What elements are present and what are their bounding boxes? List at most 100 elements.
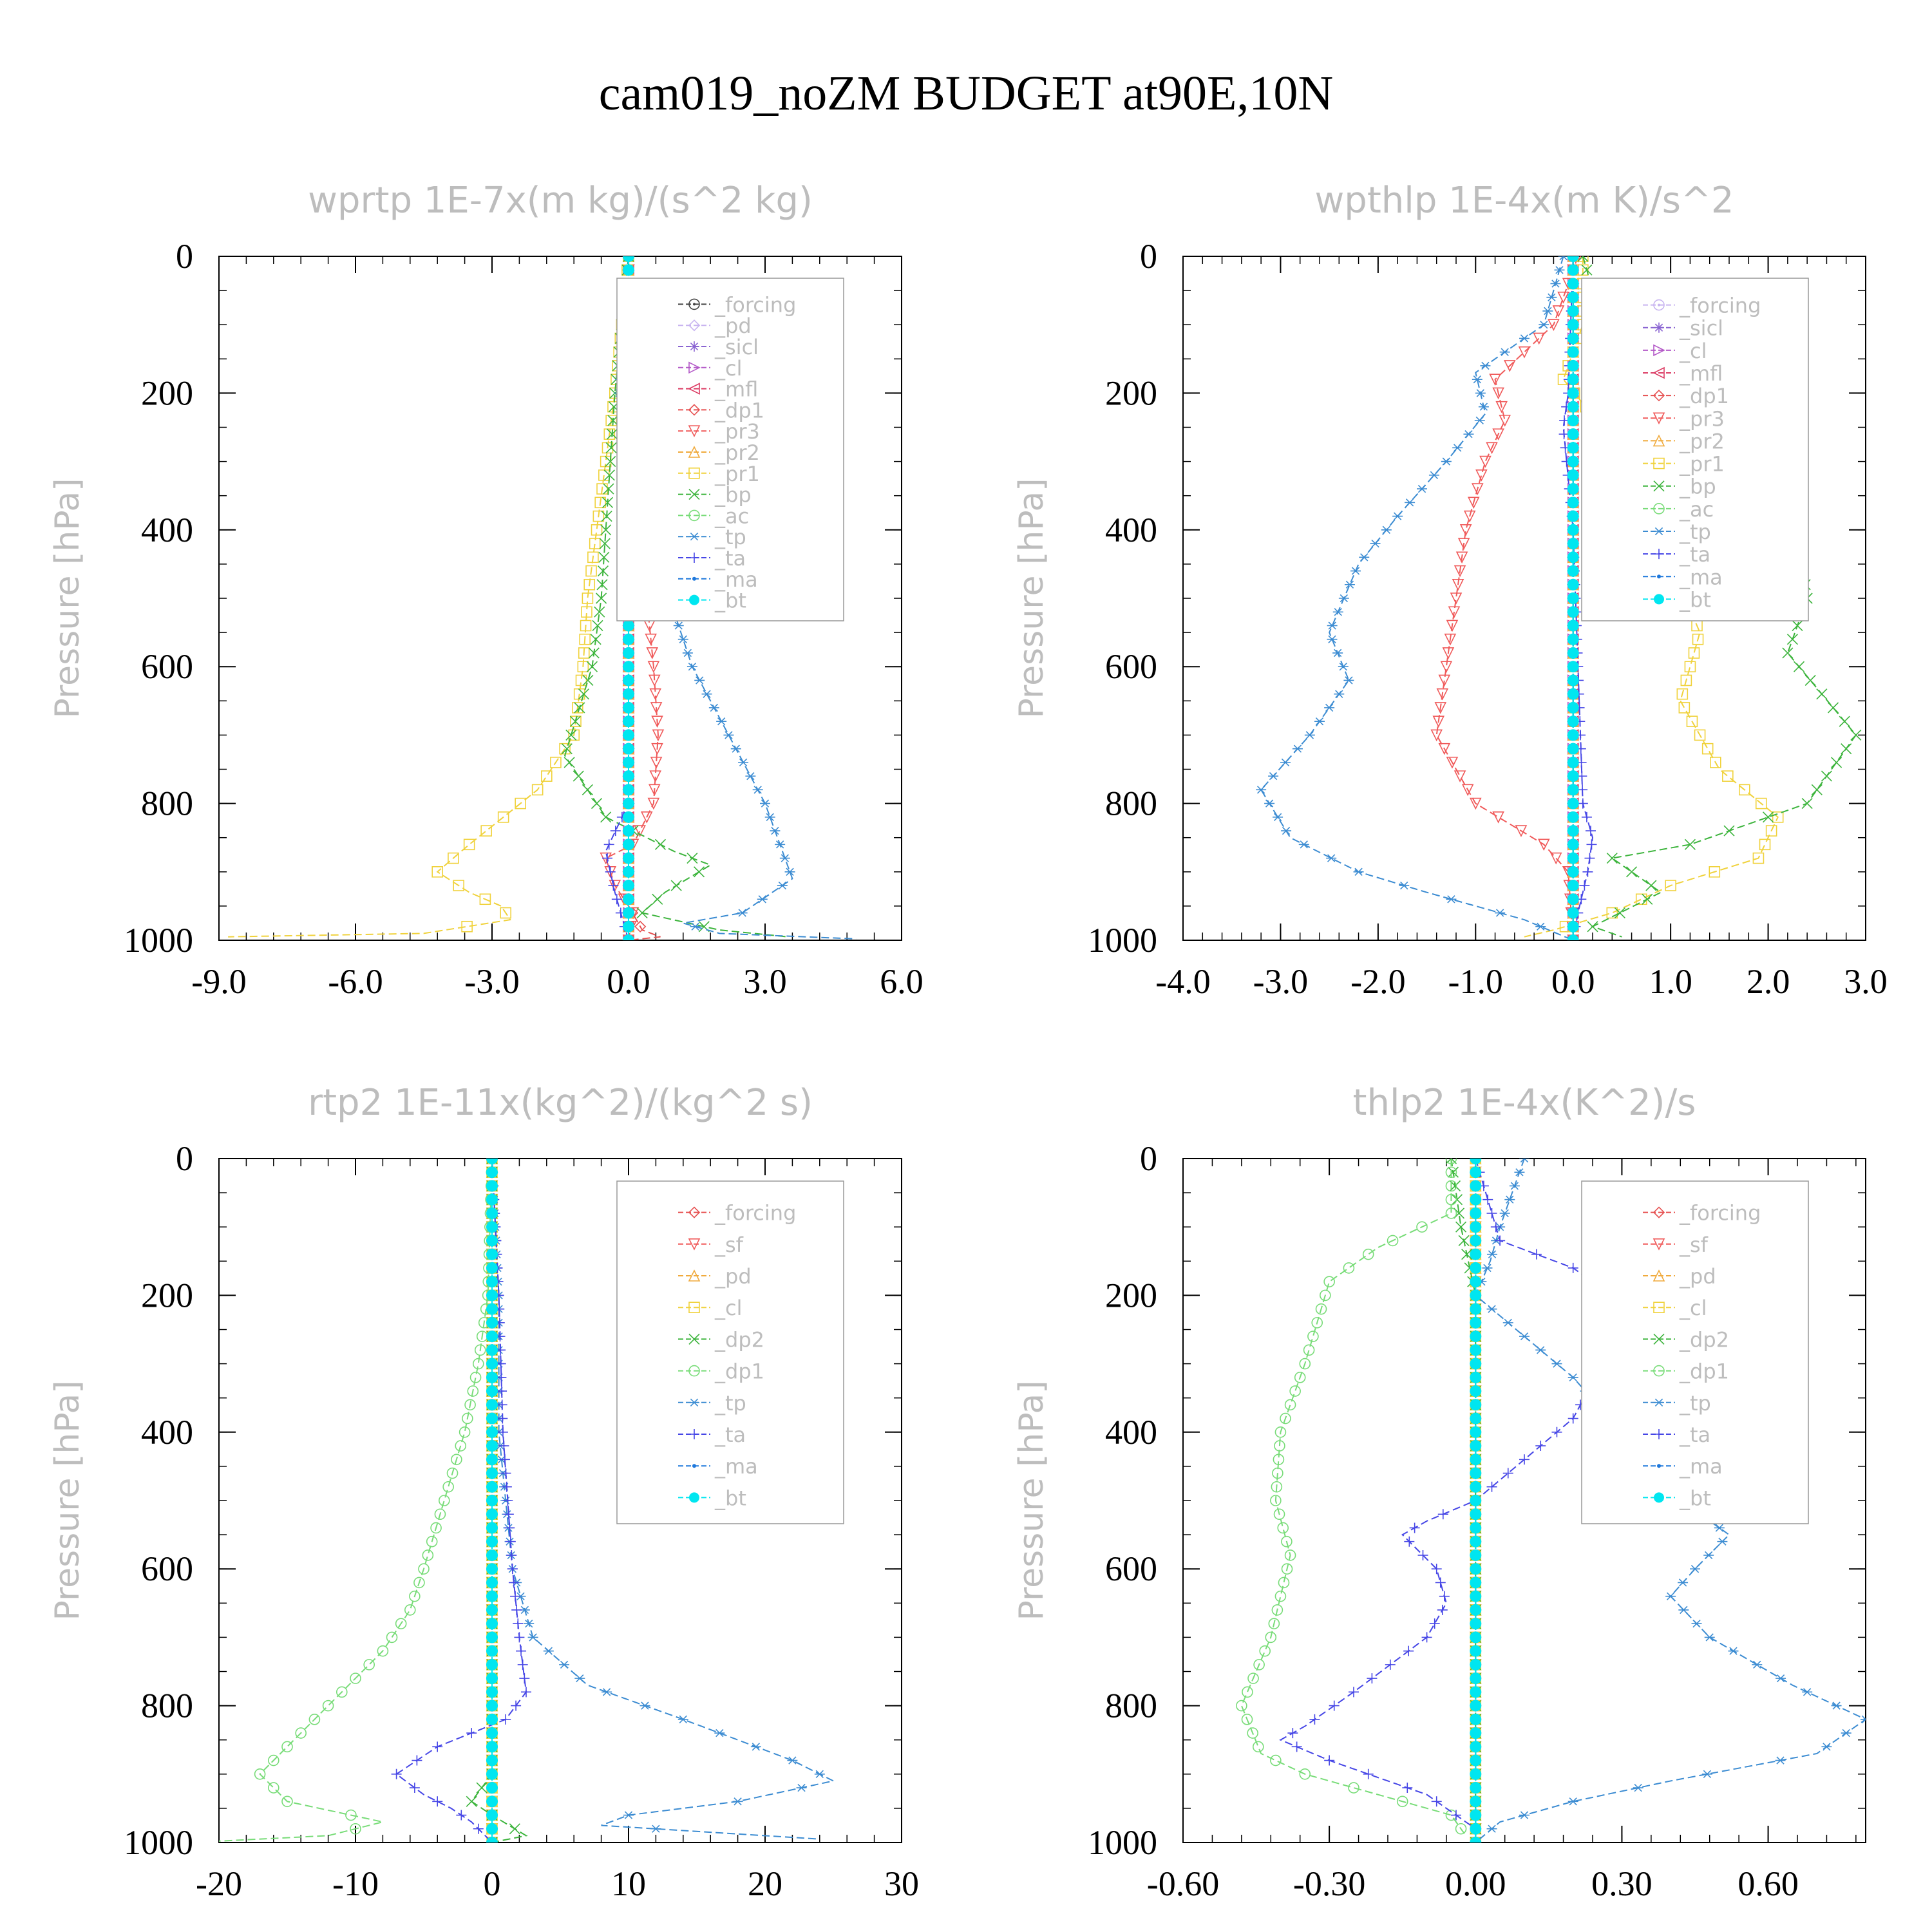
marker-asterisk [1776, 1674, 1786, 1683]
marker-plus [1654, 1429, 1664, 1439]
marker-plus [1385, 1659, 1396, 1670]
marker-tri-down [1495, 401, 1508, 413]
marker-circle [281, 1795, 293, 1808]
marker-filled-circle [1567, 592, 1579, 604]
marker-filled-circle [1470, 1604, 1482, 1616]
marker-plus [1309, 1714, 1320, 1725]
legend-label: _cl [1679, 339, 1707, 363]
marker-plus [1287, 1728, 1298, 1739]
marker-asterisk [687, 663, 697, 671]
marker-square [480, 825, 492, 837]
marker-x [1455, 1221, 1467, 1233]
marker-filled-circle [486, 1385, 498, 1397]
marker-plus [1531, 1249, 1542, 1260]
marker-circle [1445, 1193, 1457, 1206]
marker-x [606, 428, 618, 440]
marker-square [570, 715, 582, 727]
marker-filled-circle [486, 1440, 498, 1452]
marker-asterisk [1304, 731, 1315, 739]
marker-filled-circle [1567, 907, 1579, 919]
chart-panel-3: rtp2 1E-11x(kg^2)/(kg^2 s) Pressure [hPa]… [48, 1082, 919, 1903]
marker-square [1577, 256, 1589, 262]
marker-square [1710, 757, 1721, 768]
y-tick-label: 400 [141, 511, 193, 549]
marker-plus [1584, 853, 1595, 864]
marker-plus [1519, 1454, 1530, 1465]
marker-tri-down [648, 674, 661, 687]
marker-tri-down [1489, 374, 1501, 386]
marker-plus [1429, 1618, 1440, 1629]
marker-filled-circle [486, 1166, 498, 1179]
marker-filled-circle [1567, 920, 1579, 933]
legend-label: _pr1 [714, 462, 760, 486]
marker-x [603, 469, 615, 481]
marker-square [1684, 661, 1696, 672]
marker-asterisk [682, 649, 693, 658]
marker-circle [1416, 1221, 1428, 1233]
marker-circle [1445, 1159, 1457, 1164]
marker-x [596, 592, 607, 604]
marker-filled-circle [486, 1276, 498, 1288]
marker-circle [462, 1412, 473, 1425]
marker-plus [1581, 811, 1592, 822]
marker-plus [473, 1823, 484, 1834]
legend-label: _ma [1679, 565, 1723, 589]
marker-filled-circle [623, 784, 634, 796]
marker-asterisk [1546, 293, 1557, 301]
marker-asterisk [784, 867, 795, 876]
marker-circle [404, 1604, 416, 1616]
marker-filled-circle [1470, 1180, 1482, 1192]
marker-tri-down [1549, 852, 1562, 865]
marker-x [466, 1795, 477, 1807]
legend-box [616, 278, 844, 621]
marker-plus [432, 1741, 443, 1752]
marker-filled-circle [1567, 893, 1579, 905]
marker-x [603, 483, 614, 495]
marker-filled-circle [486, 1686, 498, 1698]
marker-circle [1315, 1303, 1327, 1315]
marker-filled-circle [1470, 1795, 1482, 1808]
marker-filled-circle [1470, 1768, 1482, 1780]
marker-tri-down [1459, 524, 1472, 536]
marker-tri-down [1552, 305, 1565, 317]
marker-filled-circle [1470, 1700, 1482, 1712]
marker-circle [1280, 1412, 1291, 1425]
marker-circle [472, 1358, 484, 1370]
marker-x [1642, 893, 1653, 905]
marker-x [569, 715, 581, 727]
legend: _forcing _sf _pd _cl _dp2 _dp1 _tp _ta _ma _bt [616, 1180, 844, 1524]
marker-asterisk [1691, 1619, 1702, 1628]
marker-x [1606, 852, 1618, 864]
marker-filled-circle [486, 1658, 498, 1671]
marker-plus [505, 1536, 516, 1547]
marker-filled-circle [1567, 387, 1579, 399]
marker-filled-circle [486, 1193, 498, 1206]
marker-asterisk [1474, 416, 1485, 425]
marker-circle [1303, 1344, 1315, 1356]
marker-circle [1272, 1467, 1283, 1479]
marker-circle [455, 1440, 467, 1452]
marker-asterisk [694, 676, 705, 685]
marker-circle [345, 1809, 357, 1821]
marker-asterisk [752, 786, 763, 794]
marker-filled-circle [1470, 1303, 1482, 1315]
marker-plus [499, 1454, 510, 1465]
y-tick-label: 1000 [124, 921, 193, 960]
x-tick-label: 20 [748, 1864, 782, 1903]
marker-plus [517, 1659, 528, 1670]
marker-plus [1451, 1810, 1461, 1821]
legend-label: _sicl [1679, 316, 1723, 341]
marker-asterisk [1264, 799, 1275, 808]
marker-asterisk [1486, 1824, 1497, 1833]
marker-filled-circle [1470, 1495, 1482, 1506]
marker-plus [1551, 1426, 1562, 1437]
marker-filled-circle [1567, 852, 1579, 864]
marker-square [1606, 907, 1618, 919]
marker-filled-circle [623, 701, 634, 714]
marker-circle [1320, 1289, 1331, 1302]
marker-filled-circle [486, 1180, 498, 1192]
marker-filled-circle [1654, 594, 1664, 605]
marker-x [599, 538, 611, 549]
marker-circle [1271, 1604, 1283, 1616]
marker-plus [519, 1673, 530, 1684]
